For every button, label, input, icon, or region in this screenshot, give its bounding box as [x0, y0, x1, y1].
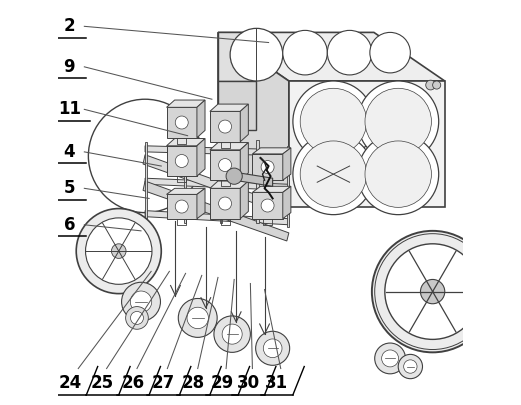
Circle shape	[89, 99, 202, 213]
Polygon shape	[218, 32, 289, 207]
Text: 26: 26	[121, 374, 144, 392]
Polygon shape	[167, 146, 197, 176]
Polygon shape	[252, 192, 283, 219]
Text: 25: 25	[91, 374, 114, 392]
Polygon shape	[287, 146, 289, 227]
Circle shape	[230, 28, 283, 81]
Polygon shape	[210, 104, 249, 111]
Circle shape	[121, 282, 160, 321]
Circle shape	[111, 244, 126, 258]
Circle shape	[370, 32, 411, 73]
Polygon shape	[234, 172, 272, 186]
Circle shape	[178, 298, 217, 337]
Polygon shape	[210, 111, 240, 142]
Polygon shape	[210, 150, 240, 180]
Circle shape	[219, 197, 231, 210]
Polygon shape	[252, 186, 291, 192]
Polygon shape	[289, 81, 445, 207]
Circle shape	[420, 279, 445, 304]
Circle shape	[404, 360, 417, 373]
Circle shape	[261, 199, 274, 212]
Text: 31: 31	[265, 374, 288, 392]
Circle shape	[358, 134, 439, 215]
Text: 30: 30	[237, 374, 260, 392]
Circle shape	[426, 80, 436, 90]
Circle shape	[365, 88, 431, 155]
Polygon shape	[167, 188, 205, 194]
Polygon shape	[220, 138, 222, 223]
Circle shape	[375, 343, 405, 374]
Circle shape	[261, 160, 274, 173]
Polygon shape	[197, 139, 205, 176]
Circle shape	[187, 307, 208, 328]
Text: 6: 6	[64, 216, 75, 234]
Circle shape	[432, 81, 441, 89]
Polygon shape	[283, 186, 291, 219]
Polygon shape	[145, 211, 289, 225]
Circle shape	[358, 81, 439, 162]
Polygon shape	[240, 143, 249, 180]
Polygon shape	[145, 142, 147, 223]
Circle shape	[283, 30, 327, 75]
Polygon shape	[167, 194, 197, 219]
Circle shape	[263, 339, 282, 358]
Circle shape	[226, 168, 242, 184]
Text: 2: 2	[64, 17, 75, 35]
Circle shape	[300, 88, 367, 155]
Circle shape	[214, 316, 251, 352]
Polygon shape	[197, 188, 205, 219]
Circle shape	[76, 209, 162, 294]
Polygon shape	[210, 143, 249, 150]
Text: 5: 5	[64, 179, 75, 197]
Text: 9: 9	[64, 58, 75, 76]
Circle shape	[382, 350, 399, 367]
Circle shape	[175, 200, 188, 213]
Circle shape	[85, 218, 152, 284]
Circle shape	[256, 331, 290, 365]
Polygon shape	[167, 100, 205, 107]
Polygon shape	[210, 181, 249, 188]
Polygon shape	[218, 32, 256, 81]
Polygon shape	[145, 146, 289, 156]
Circle shape	[130, 291, 152, 312]
Text: 27: 27	[152, 374, 175, 392]
Text: 11: 11	[58, 100, 81, 118]
Circle shape	[219, 159, 231, 172]
Text: 4: 4	[64, 143, 75, 161]
Polygon shape	[143, 155, 289, 215]
Polygon shape	[256, 140, 259, 223]
Circle shape	[130, 311, 143, 324]
Text: 28: 28	[182, 374, 205, 392]
Polygon shape	[143, 181, 289, 241]
Polygon shape	[283, 148, 291, 180]
Circle shape	[293, 81, 374, 162]
Circle shape	[398, 354, 423, 379]
Circle shape	[175, 116, 188, 129]
Circle shape	[300, 141, 367, 207]
Polygon shape	[252, 148, 291, 154]
Circle shape	[219, 120, 231, 133]
Circle shape	[175, 155, 188, 168]
Polygon shape	[183, 134, 186, 223]
Circle shape	[222, 324, 242, 344]
Polygon shape	[167, 139, 205, 146]
Polygon shape	[240, 181, 249, 219]
Polygon shape	[218, 32, 445, 81]
Text: 29: 29	[210, 374, 233, 392]
Circle shape	[372, 231, 493, 352]
Circle shape	[126, 307, 148, 329]
Circle shape	[385, 244, 480, 339]
Circle shape	[327, 30, 372, 75]
Polygon shape	[210, 188, 240, 219]
Polygon shape	[252, 154, 283, 180]
Circle shape	[293, 134, 374, 215]
Circle shape	[365, 141, 431, 207]
Polygon shape	[145, 178, 289, 190]
Polygon shape	[167, 107, 197, 138]
Polygon shape	[197, 100, 205, 138]
Polygon shape	[218, 81, 256, 130]
Polygon shape	[240, 104, 249, 142]
Text: 24: 24	[58, 374, 82, 392]
